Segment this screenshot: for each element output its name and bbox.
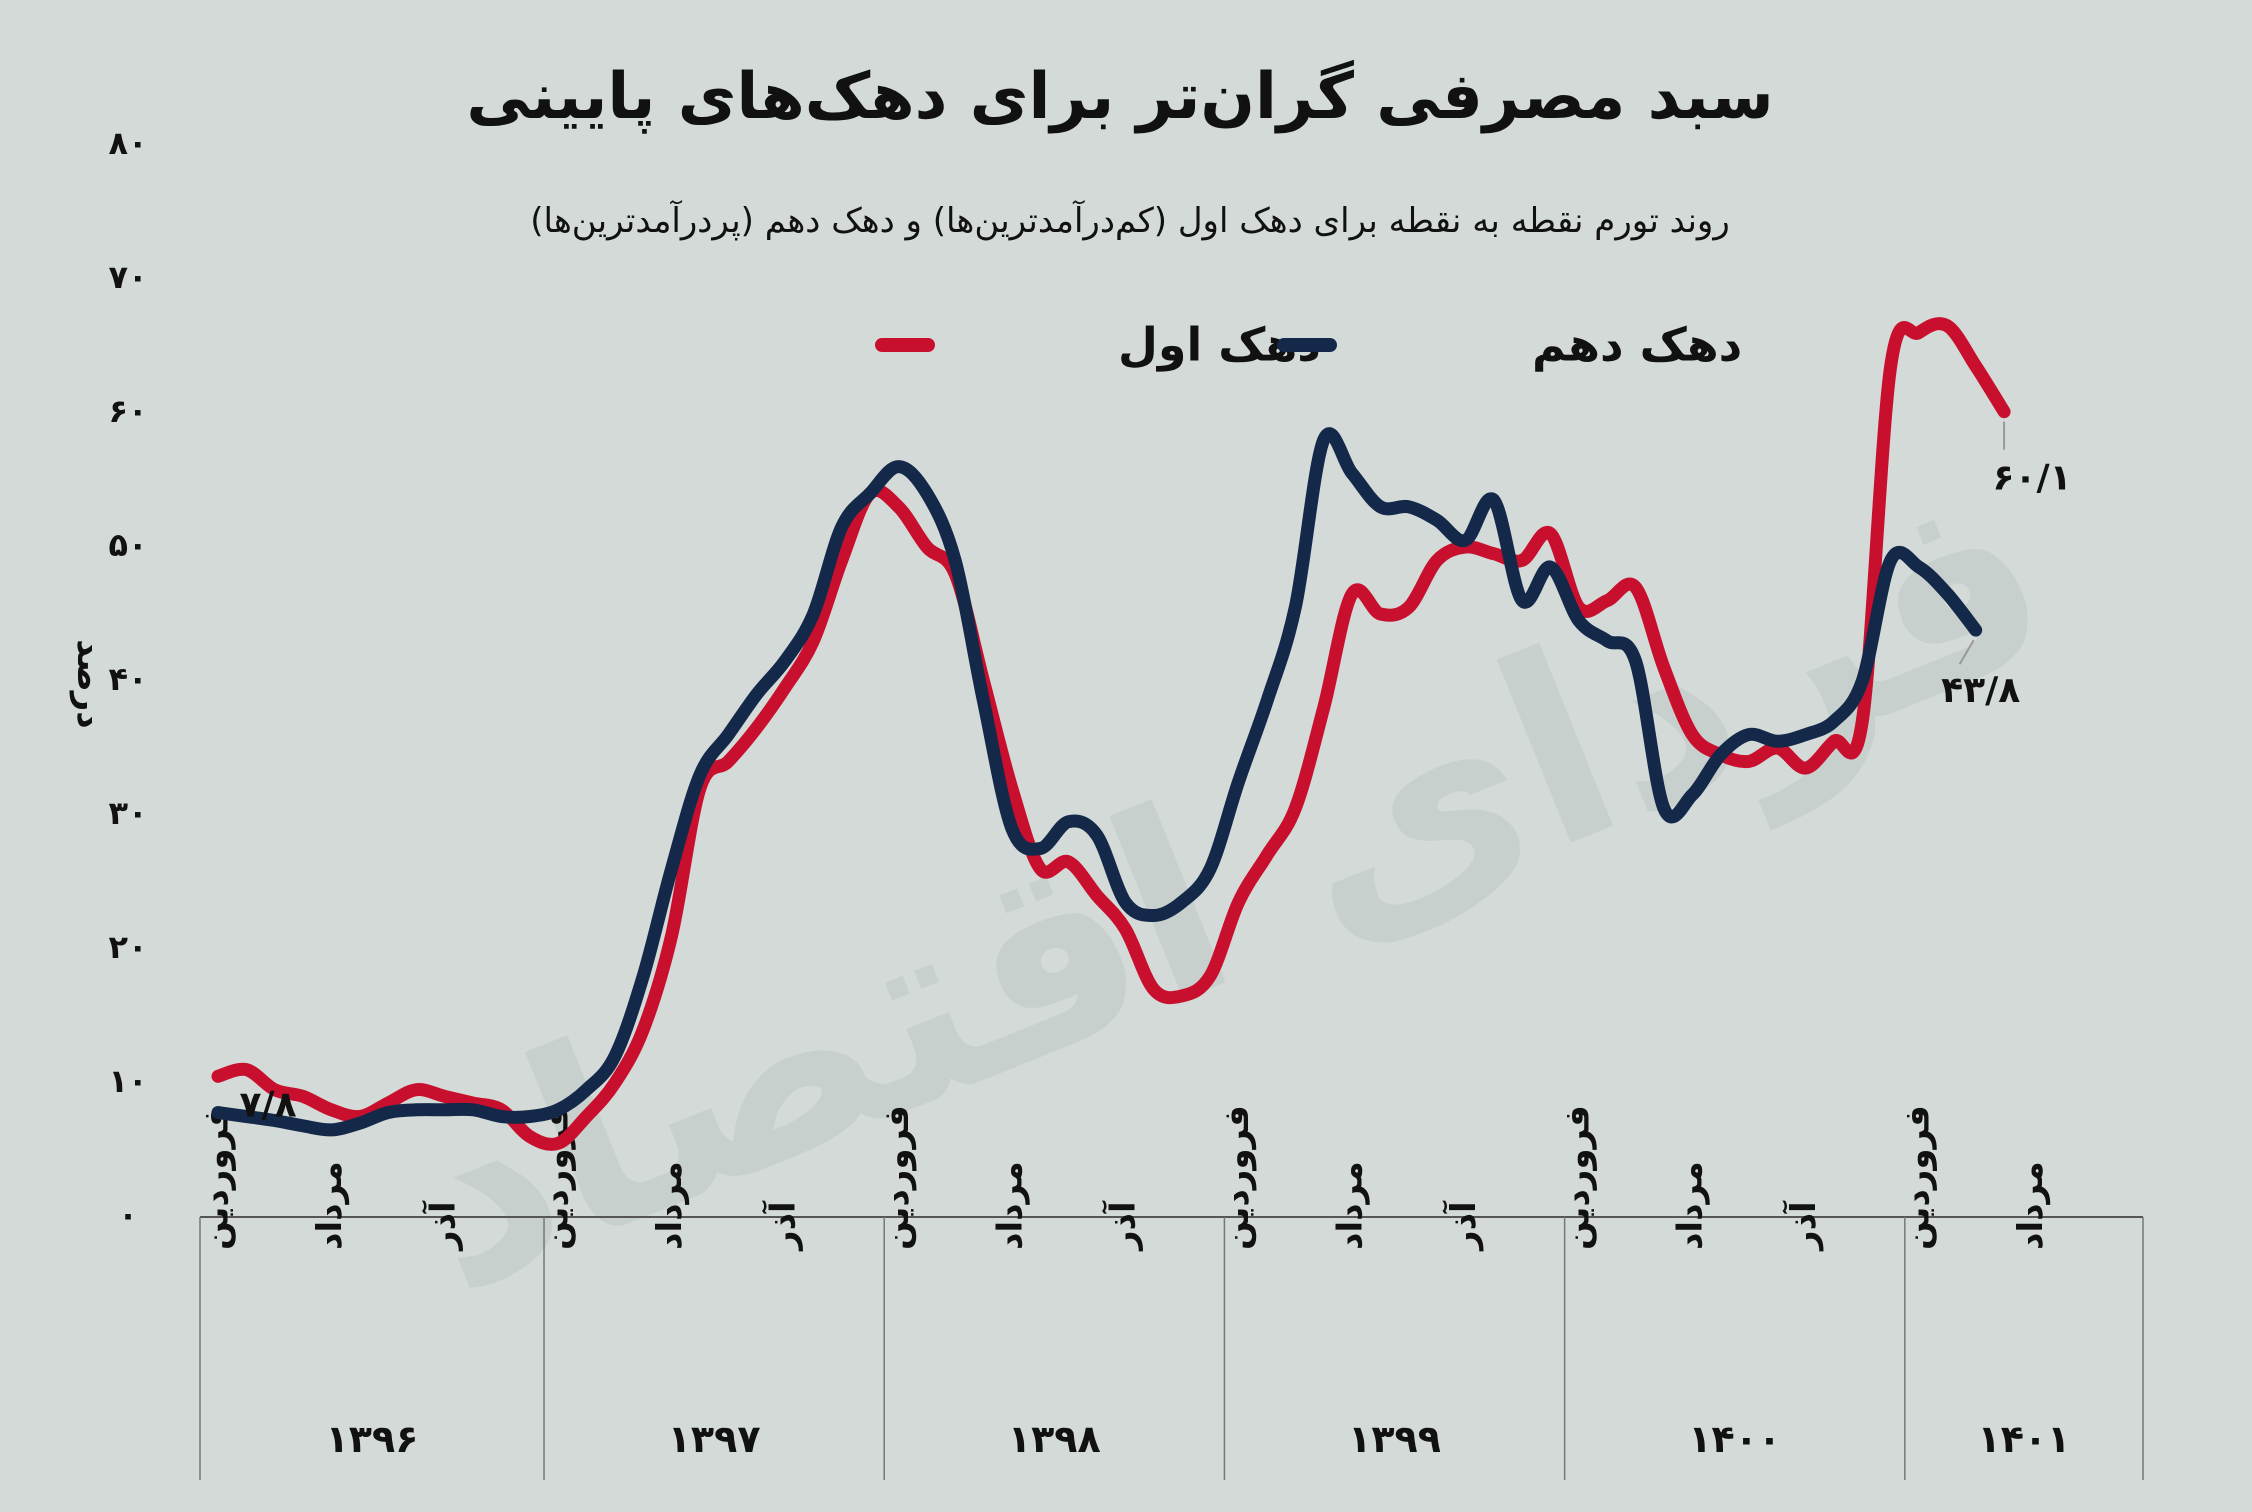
x-tick-label: فروردین xyxy=(1217,1105,1257,1250)
legend-label-decile-10: دهک دهم xyxy=(1532,318,1742,372)
data-label: ۴۳/۸ xyxy=(1941,670,2020,711)
x-tick-label: آذر xyxy=(421,1200,463,1252)
year-labels: ۱۳۹۶ ۱۳۹۷ ۱۳۹۸ ۱۳۹۹ ۱۴۰۰ ۱۴۰۱ xyxy=(326,1417,2071,1461)
y-axis-ticks: ۰ ۱۰ ۲۰ ۳۰ ۴۰ ۵۰ ۶۰ ۷۰ ۸۰ xyxy=(108,124,147,1234)
legend-item-decile-1: دهک اول xyxy=(875,318,1321,372)
series-layer xyxy=(211,317,2011,1151)
x-tick-label: آذر xyxy=(762,1200,804,1252)
x-tick-label: مرداد xyxy=(1331,1161,1371,1250)
x-axis-ticks: فروردین مرداد آذر فروردین مرداد آذر فروردین مرد… xyxy=(197,1105,2051,1252)
legend-item-decile-10: دهک دهم xyxy=(1277,318,1742,372)
series-line-decile-1 xyxy=(211,317,2011,1151)
legend: دهک اول دهک دهم xyxy=(875,318,1742,372)
data-label: ۶۰/۱ xyxy=(1993,458,2072,499)
y-tick-label: ۳۰ xyxy=(108,794,147,832)
y-tick-label: ۷۰ xyxy=(108,258,147,296)
y-tick-label: ۵۰ xyxy=(108,526,147,564)
y-axis-label: درصد xyxy=(69,639,109,729)
year-label: ۱۳۹۸ xyxy=(1008,1417,1101,1461)
x-tick-label: آذر xyxy=(1442,1200,1484,1252)
x-axis xyxy=(199,1216,2144,1480)
x-tick-label: مرداد xyxy=(990,1161,1030,1250)
y-tick-label: ۱۰ xyxy=(108,1062,147,1100)
y-tick-label: ۶۰ xyxy=(108,392,147,430)
y-tick-label: ۲۰ xyxy=(108,928,147,966)
x-tick-label: آذر xyxy=(1102,1200,1144,1252)
chart-title: سبد مصرفی گران‌تر برای دهک‌های پایینی xyxy=(466,59,1773,134)
series-line-decile-10 xyxy=(211,427,1983,1137)
year-label: ۱۳۹۹ xyxy=(1348,1417,1441,1461)
y-tick-label: ۰ xyxy=(118,1196,138,1234)
x-tick-label: فروردین xyxy=(877,1105,917,1250)
y-tick-label: ۸۰ xyxy=(108,124,147,162)
x-tick-label: مرداد xyxy=(650,1161,690,1250)
chart-subtitle: روند تورم نقطه به نقطه برای دهک اول (کم‌… xyxy=(530,200,1730,241)
year-label: ۱۳۹۷ xyxy=(668,1417,761,1461)
x-tick-label: مرداد xyxy=(1671,1161,1711,1250)
data-label: ۷/۸ xyxy=(239,1084,296,1125)
x-tick-label: مرداد xyxy=(310,1161,350,1250)
x-tick-label: فروردین xyxy=(1557,1105,1597,1250)
annotations: ۷/۸ ۶۰/۱ ۴۳/۸ xyxy=(239,421,2072,1125)
x-tick-label: فروردین xyxy=(197,1105,237,1250)
x-tick-label: مرداد xyxy=(2011,1161,2051,1250)
year-label: ۱۴۰۰ xyxy=(1688,1417,1781,1461)
annotation-leader xyxy=(1958,639,1975,665)
x-tick-label: آذر xyxy=(1782,1200,1824,1252)
year-label: ۱۴۰۱ xyxy=(1978,1417,2071,1461)
year-label: ۱۳۹۶ xyxy=(326,1417,419,1461)
y-tick-label: ۴۰ xyxy=(108,660,147,698)
x-tick-label: فروردین xyxy=(1898,1105,1938,1250)
